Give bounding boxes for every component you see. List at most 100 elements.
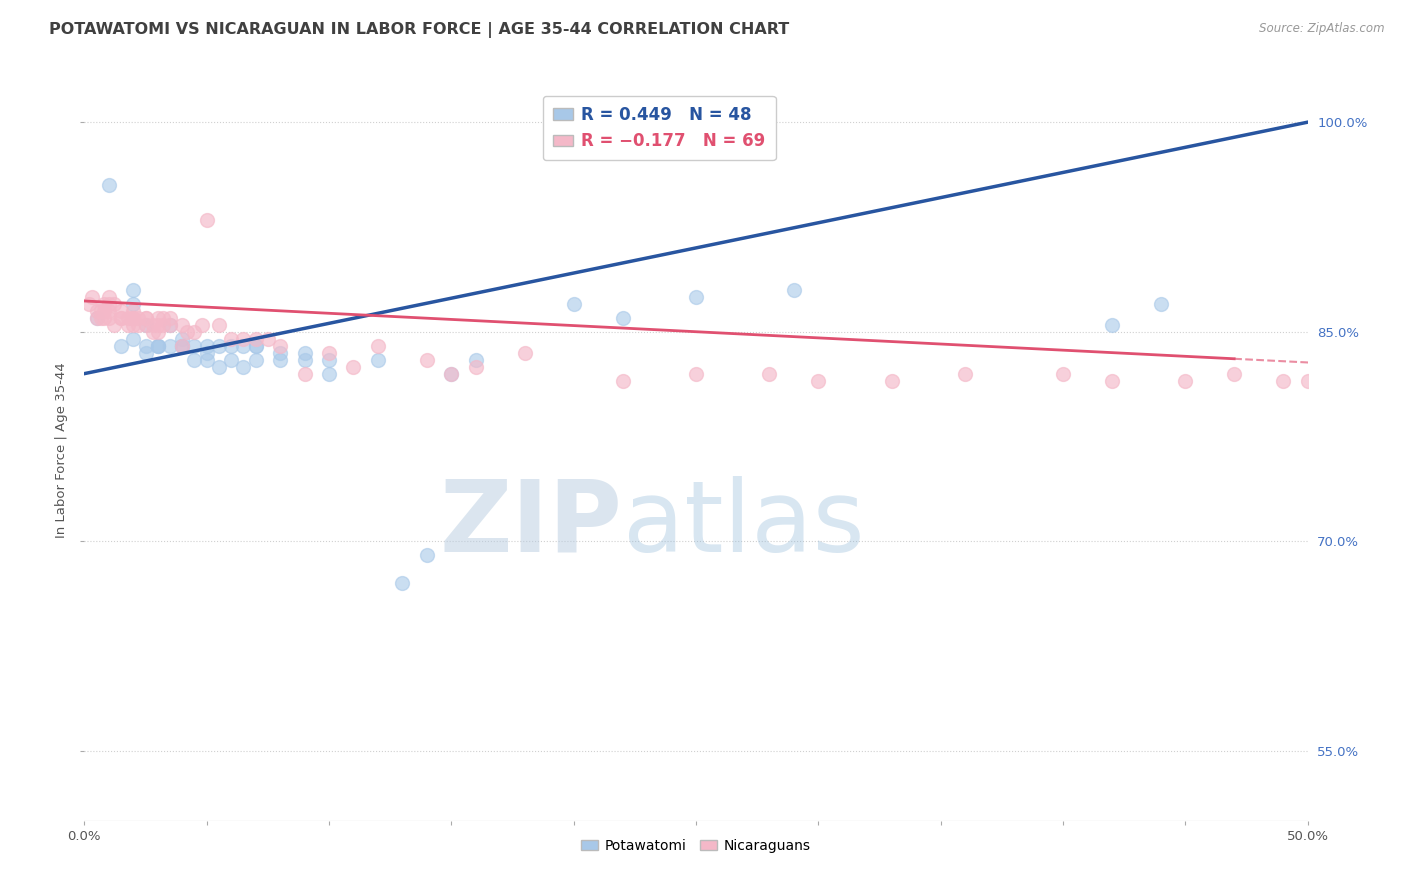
Point — [208, 339, 231, 353]
Point — [294, 367, 316, 381]
Point — [1150, 297, 1173, 311]
Point — [86, 303, 108, 318]
Point — [117, 318, 139, 332]
Point — [135, 318, 157, 332]
Point — [1101, 318, 1123, 332]
Point — [146, 310, 169, 325]
Point — [685, 367, 707, 381]
Point — [245, 339, 267, 353]
Point — [219, 339, 242, 353]
Point — [513, 345, 536, 359]
Point — [416, 548, 439, 562]
Point — [97, 297, 120, 311]
Point — [219, 332, 242, 346]
Point — [135, 318, 157, 332]
Text: ZIP: ZIP — [440, 476, 623, 573]
Point — [122, 303, 145, 318]
Point — [146, 339, 169, 353]
Point — [122, 283, 145, 297]
Point — [953, 367, 976, 381]
Point — [195, 213, 218, 227]
Point — [440, 367, 463, 381]
Point — [440, 367, 463, 381]
Point — [135, 310, 157, 325]
Point — [176, 325, 198, 339]
Point — [195, 352, 218, 367]
Point — [208, 359, 231, 374]
Point — [685, 290, 707, 304]
Point — [294, 352, 316, 367]
Point — [90, 310, 112, 325]
Point — [110, 303, 132, 318]
Point — [97, 310, 120, 325]
Point — [77, 297, 100, 311]
Point — [135, 339, 157, 353]
Point — [135, 345, 157, 359]
Point — [146, 318, 169, 332]
Point — [93, 303, 115, 318]
Point — [172, 339, 194, 353]
Point — [93, 297, 115, 311]
Point — [146, 325, 169, 339]
Point — [783, 283, 806, 297]
Point — [97, 178, 120, 192]
Point — [110, 339, 132, 353]
Point — [183, 339, 205, 353]
Point — [152, 310, 174, 325]
Point — [1223, 367, 1246, 381]
Point — [122, 310, 145, 325]
Point — [122, 310, 145, 325]
Point — [183, 352, 205, 367]
Point — [127, 310, 149, 325]
Point — [269, 339, 291, 353]
Y-axis label: In Labor Force | Age 35-44: In Labor Force | Age 35-44 — [55, 362, 69, 539]
Point — [191, 318, 214, 332]
Point — [269, 352, 291, 367]
Point — [80, 290, 103, 304]
Point — [318, 345, 340, 359]
Point — [245, 339, 267, 353]
Point — [391, 576, 413, 591]
Point — [367, 339, 389, 353]
Point — [103, 297, 125, 311]
Point — [142, 325, 165, 339]
Point — [1101, 374, 1123, 388]
Point — [97, 303, 120, 318]
Point — [758, 367, 780, 381]
Point — [1296, 374, 1319, 388]
Point — [367, 352, 389, 367]
Point — [257, 332, 280, 346]
Point — [142, 318, 165, 332]
Point — [103, 318, 125, 332]
Point — [232, 332, 254, 346]
Point — [93, 310, 115, 325]
Point — [232, 359, 254, 374]
Point — [1052, 367, 1074, 381]
Point — [122, 332, 145, 346]
Point — [159, 310, 181, 325]
Point — [245, 332, 267, 346]
Point — [152, 318, 174, 332]
Point — [122, 318, 145, 332]
Point — [172, 332, 194, 346]
Point — [612, 374, 634, 388]
Point — [159, 339, 181, 353]
Point — [612, 310, 634, 325]
Point — [195, 345, 218, 359]
Point — [117, 310, 139, 325]
Point — [232, 339, 254, 353]
Text: POTAWATOMI VS NICARAGUAN IN LABOR FORCE | AGE 35-44 CORRELATION CHART: POTAWATOMI VS NICARAGUAN IN LABOR FORCE … — [49, 22, 789, 38]
Point — [294, 345, 316, 359]
Point — [172, 318, 194, 332]
Point — [122, 297, 145, 311]
Point — [464, 352, 486, 367]
Text: atlas: atlas — [623, 476, 865, 573]
Point — [464, 359, 486, 374]
Point — [86, 310, 108, 325]
Point — [159, 318, 181, 332]
Point — [127, 318, 149, 332]
Point — [159, 318, 181, 332]
Legend: Potawatomi, Nicaraguans: Potawatomi, Nicaraguans — [575, 833, 817, 858]
Point — [318, 352, 340, 367]
Point — [172, 339, 194, 353]
